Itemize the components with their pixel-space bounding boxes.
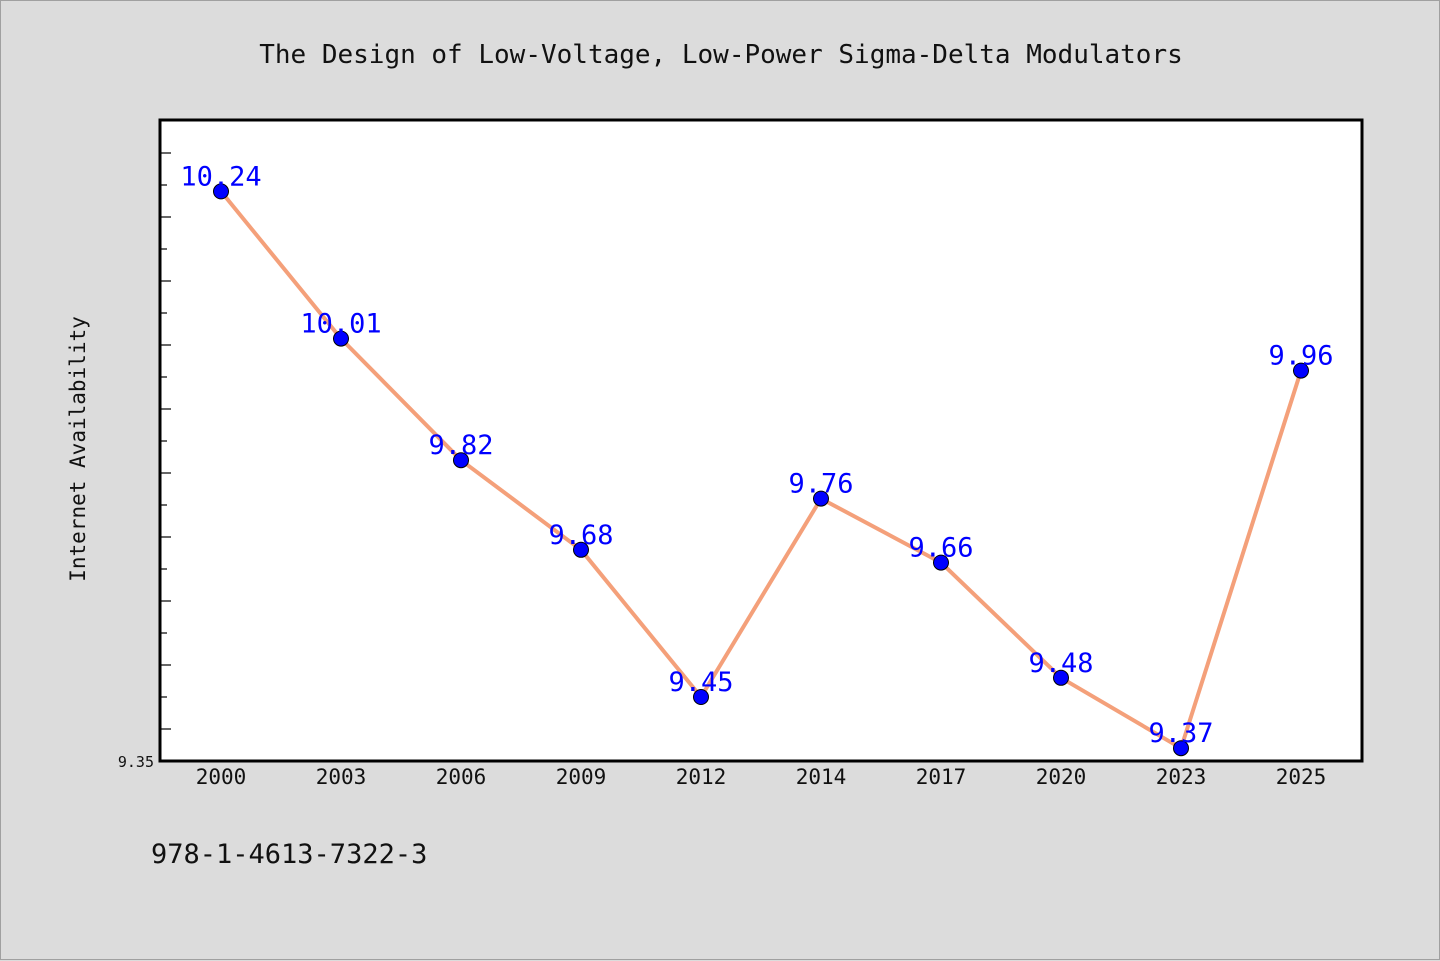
y-axis-ticks [161, 152, 171, 730]
data-label-group: 10.24 10.01 9.82 9.68 9.45 9.76 9.66 9.48 9.37 9.… [180, 161, 1333, 749]
y-tick-label: 9.35 [118, 753, 154, 771]
data-label: 10.01 [300, 309, 381, 340]
data-label: 9.76 [788, 469, 853, 500]
series-line [219, 189, 1303, 751]
x-tick-label: 2017 [916, 765, 967, 789]
data-point-marker [213, 183, 229, 200]
x-tick-label: 2006 [436, 765, 487, 789]
x-tick-label: 2012 [676, 765, 727, 789]
x-tick-label: 2020 [1036, 765, 1087, 789]
data-point-marker [933, 554, 949, 571]
x-tick-label: 2009 [556, 765, 607, 789]
data-label: 10.24 [180, 161, 261, 192]
data-point-marker [1053, 669, 1069, 686]
chart-title: The Design of Low-Voltage, Low-Power Sig… [259, 40, 1183, 70]
data-label: 9.82 [428, 430, 493, 461]
data-point-marker [333, 330, 349, 347]
x-tick-label: 2025 [1276, 765, 1327, 789]
data-point-marker [573, 541, 589, 558]
data-label: 9.68 [548, 520, 613, 551]
marker-group [213, 183, 1309, 757]
data-point-marker [1173, 740, 1189, 757]
x-tick-label: 2023 [1156, 765, 1207, 789]
data-label: 9.37 [1148, 718, 1213, 749]
data-point-marker [693, 689, 709, 705]
plot-area [161, 121, 1362, 761]
data-label: 9.96 [1268, 341, 1333, 372]
plot-frame [158, 118, 1364, 763]
data-point-marker [813, 490, 829, 507]
x-tick-label: 2003 [316, 765, 367, 789]
isbn-footer: 978-1-4613-7322-3 [151, 839, 427, 870]
series-line-group [219, 189, 1303, 751]
x-tick-label: 2014 [796, 765, 847, 789]
data-point-marker [1293, 362, 1309, 379]
x-tick-label: 2000 [196, 765, 247, 789]
y-axis-tick-labels: 9.35 [118, 753, 154, 771]
y-axis-label: Internet Availability [66, 316, 90, 582]
data-point-marker [453, 452, 469, 469]
x-axis-tick-labels: 2000 2003 2006 2009 2012 2014 2017 2020 2023 2025 [196, 765, 1327, 789]
data-label: 9.45 [668, 667, 733, 698]
data-label: 9.48 [1028, 648, 1093, 679]
data-label: 9.66 [908, 533, 973, 564]
